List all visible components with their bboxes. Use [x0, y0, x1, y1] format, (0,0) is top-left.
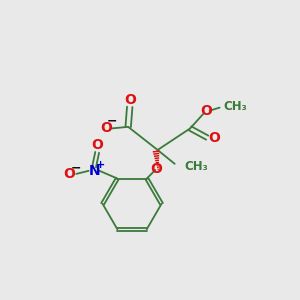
Text: O: O: [200, 104, 212, 118]
Text: O: O: [91, 138, 103, 152]
Text: CH₃: CH₃: [184, 160, 208, 172]
Text: O: O: [124, 93, 136, 107]
Text: O: O: [150, 162, 162, 176]
Text: O: O: [208, 131, 220, 146]
Text: −: −: [107, 115, 117, 128]
Text: O: O: [100, 122, 112, 135]
Text: +: +: [96, 160, 105, 170]
Text: CH₃: CH₃: [224, 100, 247, 113]
Text: −: −: [70, 161, 81, 174]
Text: O: O: [63, 167, 75, 181]
Text: N: N: [88, 164, 100, 178]
